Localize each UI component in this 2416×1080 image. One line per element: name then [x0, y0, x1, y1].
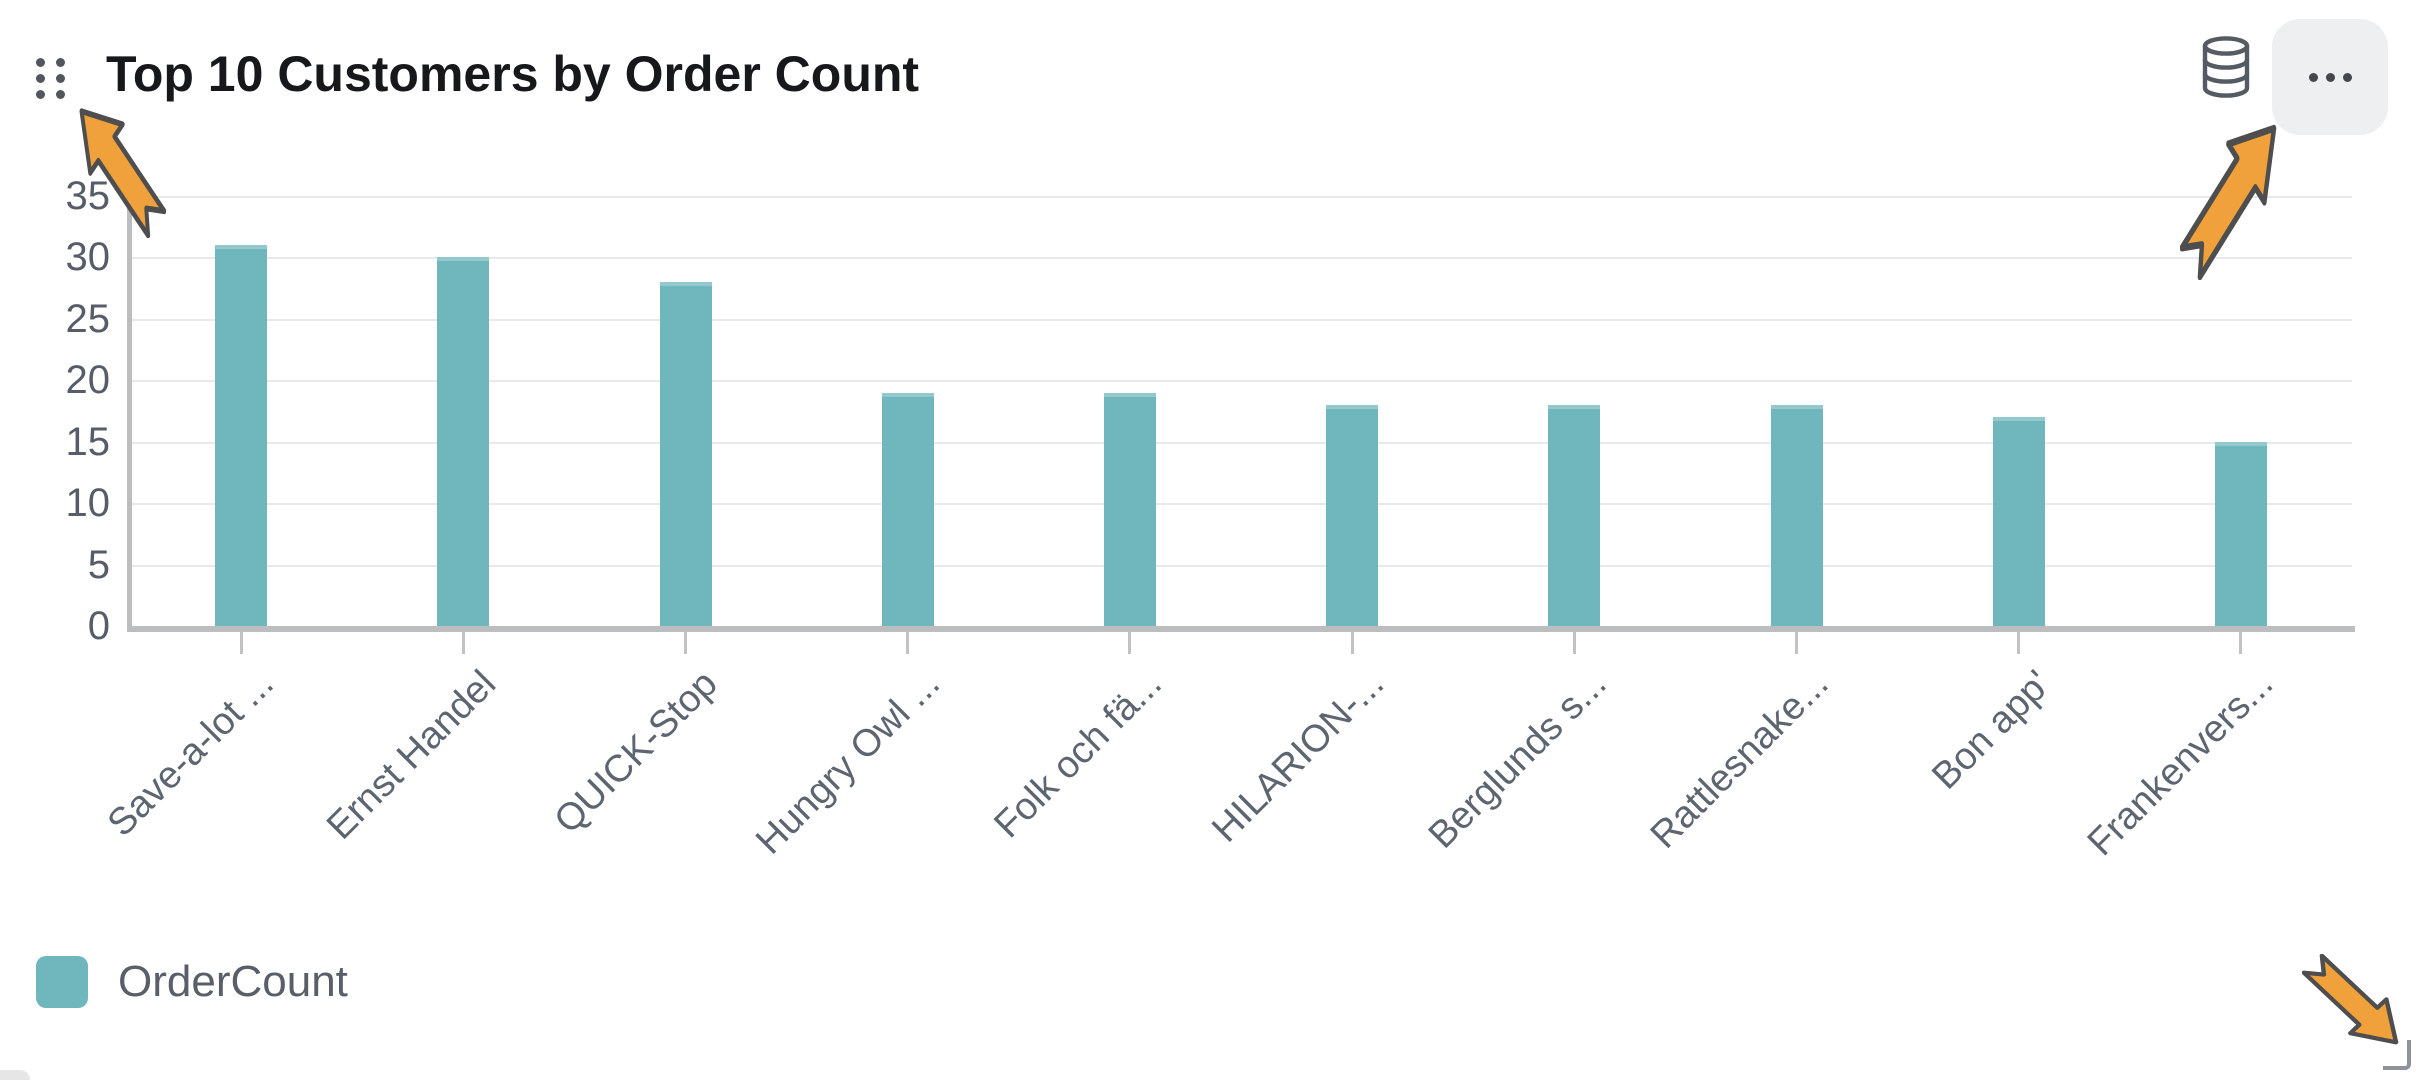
bar-5[interactable] [1103, 392, 1156, 626]
legend-label: OrderCount [118, 957, 348, 1006]
x-axis-tick-label: Rattlesnake... [1642, 662, 1837, 857]
legend-swatch [36, 956, 88, 1008]
bar-9[interactable] [1992, 417, 2045, 626]
bar-2[interactable] [437, 257, 490, 626]
x-axis-tick [906, 632, 910, 654]
bar-3[interactable] [659, 282, 712, 626]
bar-8[interactable] [1770, 404, 1823, 626]
gridline [130, 441, 2352, 444]
ellipsis-icon [2308, 72, 2318, 82]
annotation-arrow-resize [2302, 954, 2399, 1045]
x-axis-tick [1795, 632, 1798, 654]
resize-handle[interactable] [2383, 1040, 2411, 1070]
bar-6[interactable] [1326, 404, 1379, 626]
x-axis-tick [1572, 632, 1576, 654]
gridline [130, 564, 2352, 567]
y-axis-tick-label: 10 [65, 481, 111, 526]
y-axis-tick-label: 35 [65, 174, 111, 218]
database-icon[interactable] [2200, 36, 2252, 98]
x-axis-tick-label: Hungry Owl ... [748, 662, 949, 863]
bar-10[interactable] [2214, 441, 2267, 626]
legend-item[interactable]: OrderCount [36, 956, 348, 1008]
x-axis-tick [2239, 632, 2243, 654]
bar-7[interactable] [1548, 404, 1601, 626]
x-axis-tick-label: Frankenvers... [2079, 662, 2282, 865]
x-axis-line [127, 626, 2355, 632]
gridline [130, 196, 2352, 198]
x-axis-tick [461, 632, 465, 654]
x-axis-tick-label: HILARION-... [1204, 662, 1393, 851]
bar-4[interactable] [881, 392, 934, 626]
annotation-arrow-drag-handle [79, 108, 166, 238]
gridline [130, 318, 2352, 321]
x-axis-tick-label: Save-a-lot ... [99, 662, 282, 845]
y-axis-tick-label: 0 [87, 604, 110, 648]
x-axis-tick-label: Berglunds s... [1420, 662, 1615, 857]
more-options-button[interactable] [2272, 19, 2388, 135]
card-below-edge [0, 1070, 30, 1080]
x-axis-tick [239, 632, 243, 654]
y-axis-line [127, 196, 132, 632]
x-axis-tick-label: Ernst Handel [318, 662, 504, 848]
gridline [130, 503, 2352, 506]
x-axis-tick-label: Bon app' [1924, 662, 2060, 798]
y-axis-tick-label: 30 [65, 235, 111, 280]
x-axis-tick [2017, 632, 2021, 654]
y-axis-tick-label: 5 [87, 542, 110, 587]
drag-handle-icon[interactable] [36, 58, 65, 99]
y-axis-tick-label: 25 [65, 296, 111, 341]
x-axis-tick [1350, 632, 1354, 654]
x-axis-tick-label: Folk och fä... [986, 662, 1171, 847]
y-axis-tick-label: 20 [65, 358, 111, 403]
x-axis-tick-label: QUICK-Stop [546, 662, 726, 842]
widget-title: Top 10 Customers by Order Count [106, 46, 920, 102]
x-axis-tick [1128, 632, 1132, 654]
gridline [130, 257, 2352, 260]
gridline [130, 380, 2352, 383]
bar-1[interactable] [215, 245, 268, 626]
x-axis-tick [684, 632, 687, 654]
annotation-arrow-more-options [2180, 124, 2277, 280]
y-axis-tick-label: 15 [65, 419, 111, 464]
